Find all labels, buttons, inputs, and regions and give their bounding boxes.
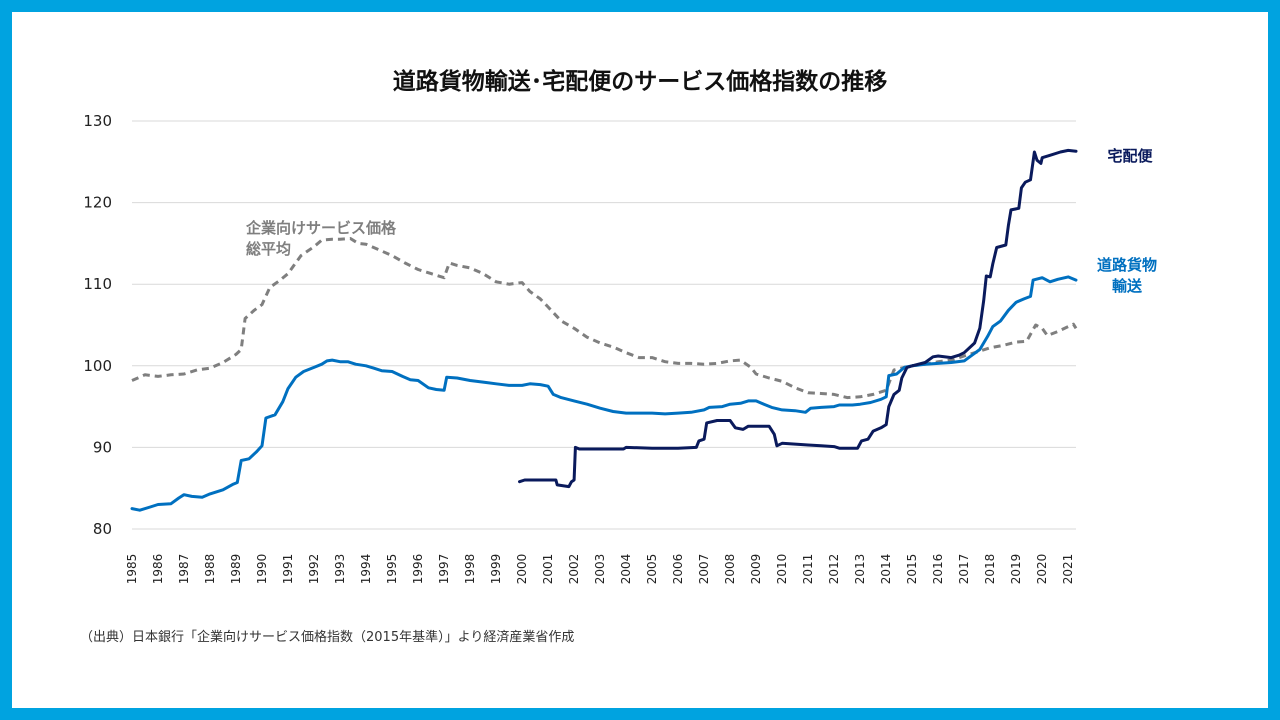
- label-road-freight-line: 道路貨物: [1097, 256, 1157, 274]
- x-tick-label: 2019: [1009, 554, 1023, 585]
- road-freight-line: [130, 275, 1078, 512]
- label-all-services-average-line: 企業向けサービス価格: [245, 219, 397, 237]
- x-tick-label: 2012: [827, 554, 841, 585]
- x-tick-label: 1989: [229, 554, 243, 585]
- source-note: （出典）日本銀行「企業向けサービス価格指数（2015年基準）」より経済産業省作成: [80, 630, 575, 645]
- x-tick-label: 2011: [801, 554, 815, 585]
- x-tick-label: 2015: [905, 554, 919, 585]
- x-tick-label: 1994: [359, 554, 373, 585]
- x-tick-label: 2007: [697, 554, 711, 585]
- label-road-freight-line: 輸送: [1112, 277, 1143, 295]
- y-tick-label: 100: [83, 357, 112, 375]
- y-tick-label: 120: [83, 194, 112, 212]
- x-tick-label: 2008: [723, 554, 737, 585]
- x-tick-label: 2020: [1035, 554, 1049, 585]
- parcel-delivery-line: [518, 148, 1078, 489]
- x-tick-label: 1992: [307, 554, 321, 585]
- label-all-services-average: 企業向けサービス価格総平均: [245, 219, 397, 258]
- x-tick-label: 1996: [411, 554, 425, 585]
- x-tick-label: 2004: [619, 554, 633, 585]
- x-tick-label: 2002: [567, 554, 581, 585]
- y-tick-label: 90: [93, 438, 112, 456]
- chart-frame: [12, 12, 1268, 708]
- label-parcel-delivery-line: 宅配便: [1107, 147, 1153, 165]
- x-tick-label: 1991: [281, 554, 295, 585]
- x-tick-label: 1999: [489, 554, 503, 585]
- x-tick-label: 2017: [957, 554, 971, 585]
- x-tick-label: 1990: [255, 554, 269, 585]
- label-road-freight: 道路貨物輸送: [1097, 256, 1157, 295]
- y-tick-label: 80: [93, 520, 112, 538]
- x-tick-label: 2005: [645, 554, 659, 585]
- all-services-average-line: [131, 237, 1078, 400]
- x-tick-label: 2009: [749, 554, 763, 585]
- x-tick-label: 2021: [1061, 554, 1075, 585]
- x-tick-label: 2000: [515, 554, 529, 585]
- label-all-services-average-line: 総平均: [246, 240, 291, 258]
- x-tick-label: 1985: [125, 554, 139, 585]
- x-tick-label: 1987: [177, 554, 191, 585]
- x-tick-label: 2016: [931, 554, 945, 585]
- x-tick-label: 2003: [593, 554, 607, 585]
- x-tick-label: 1986: [151, 554, 165, 585]
- x-tick-label: 1998: [463, 554, 477, 585]
- x-tick-label: 2010: [775, 554, 789, 585]
- chart-title: 道路貨物輸送･宅配便のサービス価格指数の推移: [392, 69, 888, 95]
- x-tick-label: 2014: [879, 554, 893, 585]
- x-tick-label: 2013: [853, 554, 867, 585]
- x-tick-label: 2018: [983, 554, 997, 585]
- y-tick-label: 110: [83, 275, 112, 293]
- x-tick-label: 2006: [671, 554, 685, 585]
- x-tick-label: 1993: [333, 554, 347, 585]
- y-tick-label: 130: [83, 112, 112, 130]
- x-tick-label: 1997: [437, 554, 451, 585]
- x-tick-label: 1988: [203, 554, 217, 585]
- x-tick-label: 2001: [541, 554, 555, 585]
- x-tick-label: 1995: [385, 554, 399, 585]
- label-parcel-delivery: 宅配便: [1107, 147, 1153, 165]
